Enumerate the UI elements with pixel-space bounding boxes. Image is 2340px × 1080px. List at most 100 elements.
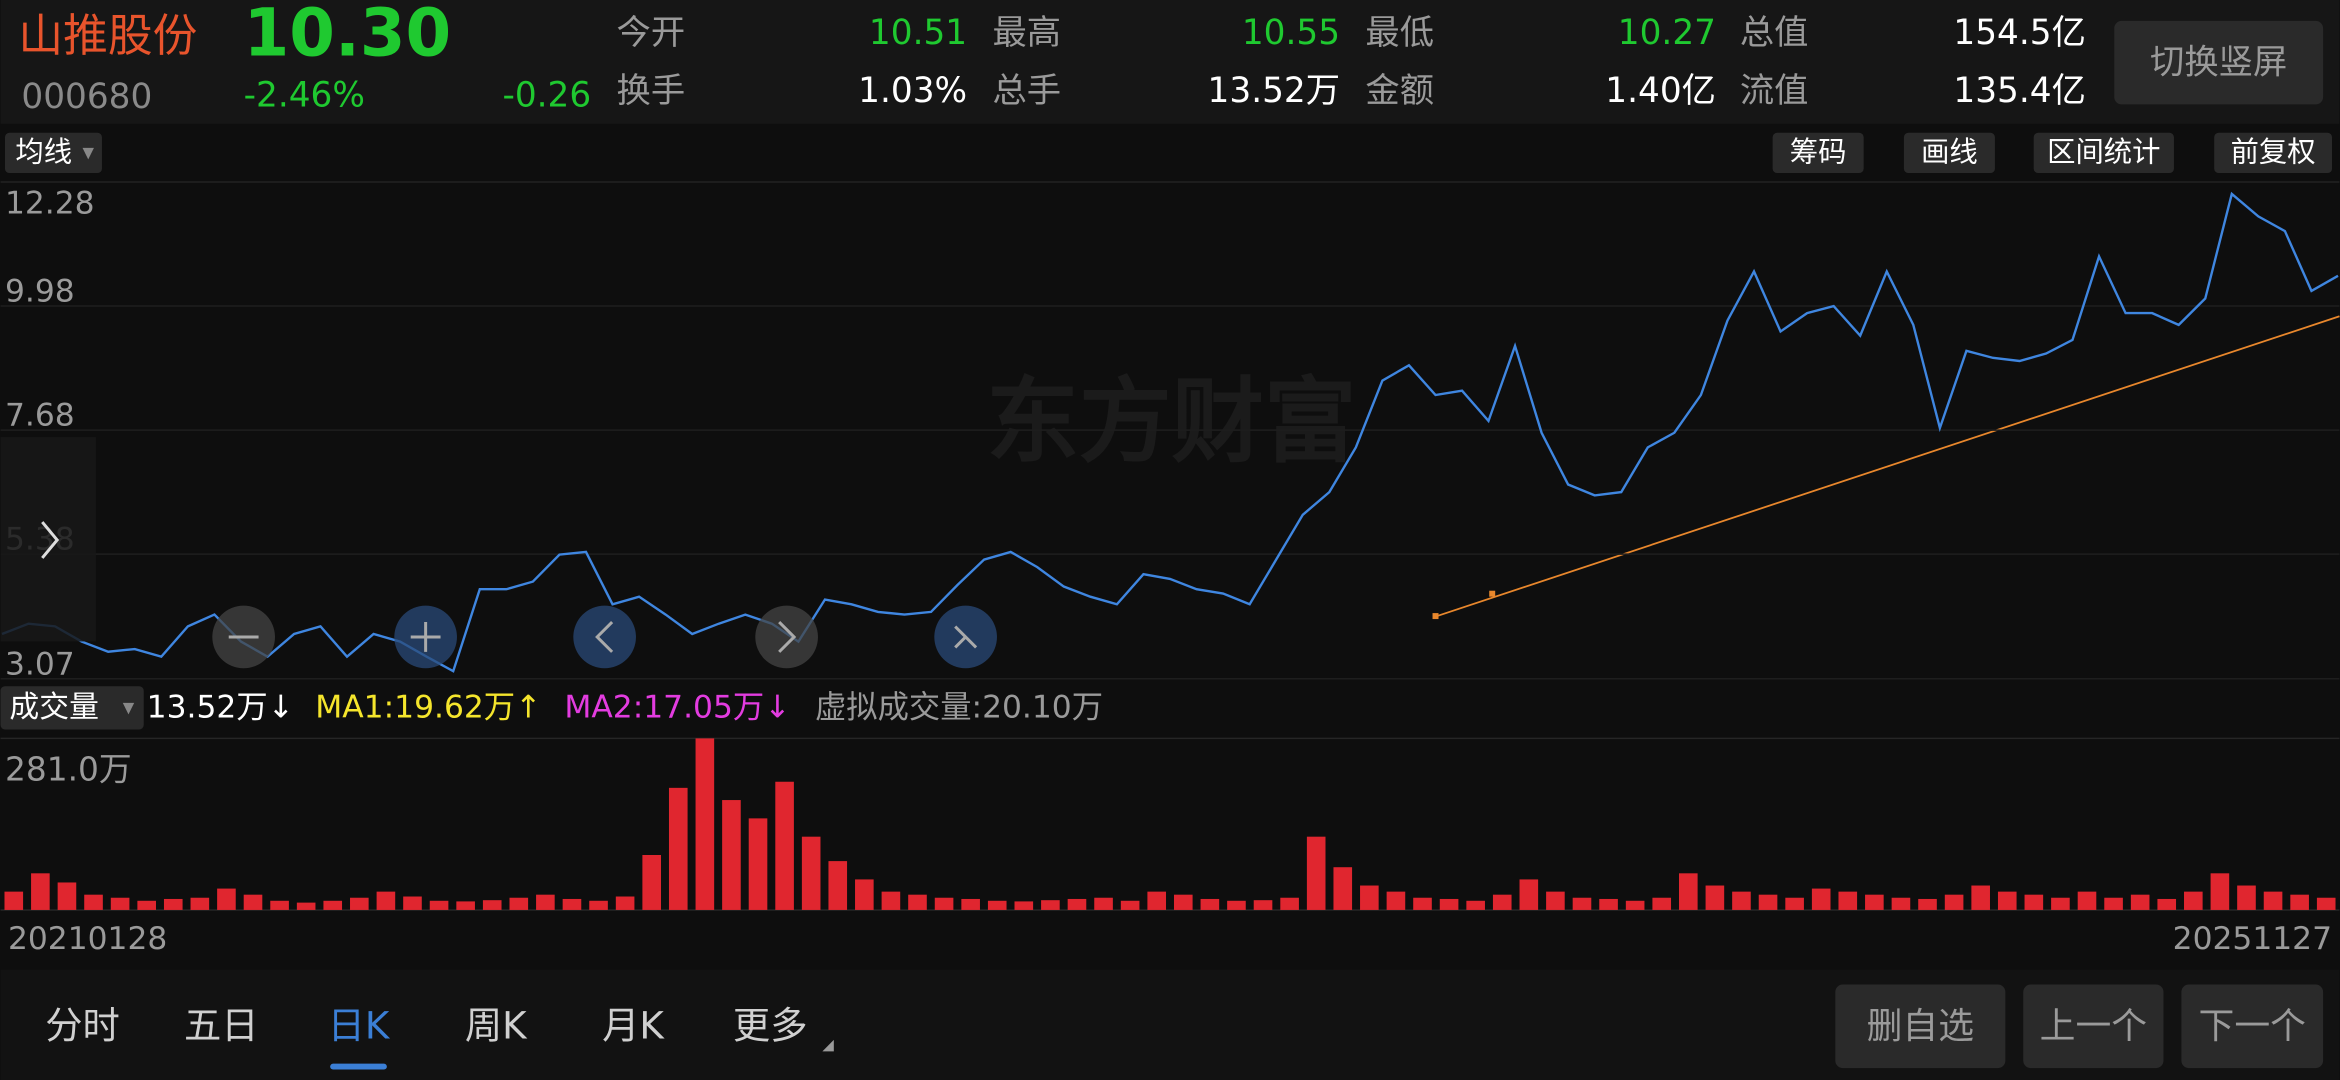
stat-value: 13.52万 bbox=[1208, 71, 1340, 111]
volume-bar bbox=[2184, 891, 2203, 910]
volume-bar bbox=[217, 888, 236, 910]
volume-bar bbox=[2051, 897, 2070, 910]
volume-button[interactable] bbox=[0, 686, 144, 730]
volume-bar bbox=[1360, 885, 1379, 910]
footer-button[interactable] bbox=[2181, 984, 2324, 1069]
volume-bar bbox=[57, 882, 77, 910]
stat-value: 10.27 bbox=[1618, 13, 1716, 53]
volume-bar bbox=[163, 898, 183, 910]
tab[interactable]: 更多 bbox=[733, 1003, 808, 1047]
more-triangle: ◢ bbox=[822, 1036, 834, 1054]
volume-bar bbox=[2237, 885, 2256, 910]
volume-bar bbox=[1944, 894, 1964, 910]
volume-bar bbox=[190, 897, 210, 910]
volume-bar bbox=[1120, 900, 1140, 910]
volume-bar bbox=[748, 818, 768, 910]
volume-virtual: 虚拟成交量:20.10万 bbox=[815, 690, 1103, 726]
volume-bar bbox=[403, 896, 422, 910]
volume-bar bbox=[2210, 873, 2230, 910]
y-tick-label: 12.28 bbox=[5, 185, 95, 221]
volume-bar bbox=[1865, 894, 1884, 910]
volume-current: 13.52万↓ bbox=[147, 690, 294, 726]
volume-bar bbox=[1094, 897, 1113, 910]
volume-bar bbox=[1599, 898, 1618, 910]
stat-label: 换手 bbox=[617, 71, 686, 111]
volume-bar bbox=[961, 898, 980, 910]
volume-bar bbox=[1067, 898, 1087, 910]
tab[interactable]: 周K bbox=[465, 1003, 528, 1047]
footer-button[interactable] bbox=[2023, 984, 2164, 1069]
stock-name: 山推股份 bbox=[18, 9, 197, 62]
volume-ma2: MA2:17.05万↓ bbox=[564, 690, 790, 726]
volume-bar bbox=[137, 900, 156, 910]
volume-bar bbox=[828, 861, 848, 910]
volume-bar bbox=[350, 897, 369, 910]
volume-bar bbox=[2077, 891, 2097, 910]
stat-label: 总值 bbox=[1740, 13, 1809, 53]
side-panel[interactable] bbox=[0, 437, 96, 642]
tool-button[interactable] bbox=[1903, 132, 1995, 174]
volume-bar bbox=[855, 879, 874, 910]
volume-bar bbox=[296, 902, 316, 910]
volume-bar bbox=[722, 800, 741, 910]
stat-value: 154.5亿 bbox=[1953, 13, 2085, 53]
volume-bar bbox=[1200, 898, 1220, 910]
trend-handle bbox=[1489, 590, 1496, 597]
stat-value: 1.03% bbox=[858, 71, 967, 111]
volume-ma1: MA1:19.62万↑ bbox=[315, 690, 541, 726]
y-tick-label: 3.07 bbox=[5, 646, 75, 682]
tab[interactable]: 分时 bbox=[45, 1003, 120, 1047]
volume-bar bbox=[1758, 894, 1778, 910]
footer-button-label: 上一个 bbox=[2040, 1006, 2147, 1047]
stat-label: 今开 bbox=[617, 13, 686, 53]
tool-button[interactable] bbox=[2214, 132, 2333, 174]
code: 000680 bbox=[21, 77, 152, 117]
zoom-icons bbox=[228, 620, 978, 653]
tab[interactable]: 月K bbox=[602, 1003, 665, 1047]
tab[interactable]: 日K bbox=[328, 1003, 391, 1047]
volume-bar bbox=[1519, 879, 1539, 910]
move-right[interactable] bbox=[755, 605, 818, 669]
volume-layer bbox=[4, 738, 2336, 910]
volume-bar bbox=[1838, 891, 1858, 910]
rotate-button[interactable] bbox=[2114, 20, 2324, 105]
footer-button-label: 删自选 bbox=[1867, 1006, 1974, 1047]
volume-bar bbox=[1891, 897, 1911, 910]
price-line bbox=[1, 191, 2339, 673]
tool-button[interactable] bbox=[1772, 132, 1864, 174]
tool-button-label: 区间统计 bbox=[2047, 136, 2160, 169]
volume-bar bbox=[323, 900, 343, 910]
tool-button-label: 画线 bbox=[1921, 136, 1978, 169]
tool-button[interactable] bbox=[2033, 132, 2174, 174]
header-bg bbox=[0, 0, 2340, 124]
watermark: 东方财富 bbox=[987, 368, 1357, 476]
volume-bar bbox=[1918, 898, 1937, 910]
volume-bar bbox=[987, 900, 1007, 910]
volume-bar bbox=[589, 900, 608, 910]
volume-bar bbox=[376, 891, 396, 910]
volume-bar bbox=[1386, 891, 1406, 910]
move-left[interactable] bbox=[573, 605, 636, 669]
ma-button-label: 均线 bbox=[15, 136, 72, 169]
volume-bar bbox=[1306, 836, 1326, 910]
stat-value: 10.55 bbox=[1242, 13, 1340, 53]
volume-bar bbox=[1014, 901, 1034, 910]
footer-button[interactable] bbox=[1835, 984, 2006, 1069]
volume-bar bbox=[881, 891, 901, 910]
volume-bar bbox=[1811, 888, 1831, 910]
volume-bar bbox=[1413, 897, 1432, 910]
volume-bar bbox=[2157, 898, 2177, 910]
volume-bar bbox=[1439, 898, 1459, 910]
tab[interactable]: 五日 bbox=[184, 1003, 259, 1047]
volume-bar bbox=[31, 873, 50, 910]
volume-bar bbox=[2290, 894, 2309, 910]
volume-bar bbox=[1971, 885, 1990, 910]
ma-button[interactable] bbox=[4, 132, 102, 174]
volume-bar bbox=[1678, 873, 1698, 910]
volume-bar bbox=[456, 901, 475, 910]
expand-arrow bbox=[41, 521, 60, 559]
plus-icon bbox=[410, 622, 441, 652]
volume-bar bbox=[934, 897, 954, 910]
